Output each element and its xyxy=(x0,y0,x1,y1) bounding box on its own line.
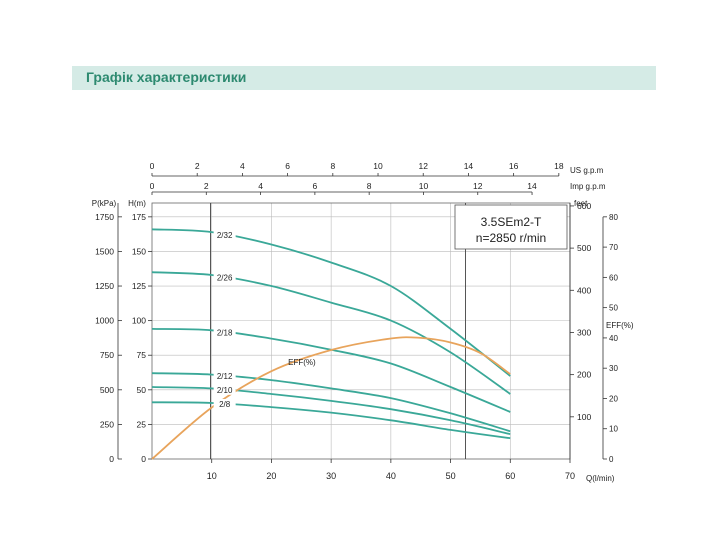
us-tick-label: 16 xyxy=(509,161,519,171)
p-tick-label: 1500 xyxy=(95,246,114,256)
curve-label-bg xyxy=(213,272,236,283)
imp-tick-label: 0 xyxy=(150,181,155,191)
imp-tick-label: 12 xyxy=(473,181,483,191)
eff-tick-label: 60 xyxy=(609,273,618,282)
p-tick-label: 1000 xyxy=(95,316,114,326)
h-tick-label: 150 xyxy=(132,246,146,256)
feet-tick-label: 100 xyxy=(577,412,591,422)
us-tick-label: 14 xyxy=(464,161,474,171)
us-tick-label: 6 xyxy=(285,161,290,171)
eff-tick-label: 0 xyxy=(609,455,614,464)
x-tick-label: 60 xyxy=(505,471,515,481)
x-axis-label: Q(l/min) xyxy=(586,474,615,483)
us-tick-label: 2 xyxy=(195,161,200,171)
curve-label-bg xyxy=(213,398,236,409)
eff-tick-label: 10 xyxy=(609,425,618,434)
h-tick-label: 100 xyxy=(132,316,146,326)
page-title: Графік характеристики xyxy=(86,69,247,85)
curve-label: 2/26 xyxy=(217,274,233,283)
head-curve-2-12 xyxy=(151,372,511,433)
feet-axis-label: feet xyxy=(574,199,588,208)
x-tick-label: 10 xyxy=(207,471,217,481)
curve-label: 2/18 xyxy=(217,328,233,337)
imp-axis-label: Imp g.p.m xyxy=(570,182,606,191)
p-tick-label: 0 xyxy=(109,454,114,464)
p-tick-label: 250 xyxy=(100,419,114,429)
eff-tick-label: 50 xyxy=(609,304,618,313)
us-tick-label: 10 xyxy=(373,161,383,171)
curve-label-bg xyxy=(213,327,236,338)
p-axis-label: P(kPa) xyxy=(92,199,117,208)
imp-tick-label: 14 xyxy=(527,181,537,191)
p-tick-label: 1250 xyxy=(95,281,114,291)
x-tick-label: 50 xyxy=(446,471,456,481)
imp-tick-label: 2 xyxy=(204,181,209,191)
curve-label-bg xyxy=(213,370,236,381)
chart-labels: 10 20 30 40 50 60 70 Q(l/min)025507510012515017… xyxy=(92,161,634,483)
header-banner: Графік характеристики xyxy=(72,66,656,90)
eff-tick-label: 70 xyxy=(609,243,618,252)
imp-tick-label: 8 xyxy=(367,181,372,191)
eff-axis-label: EFF(%) xyxy=(606,321,634,330)
h-tick-label: 50 xyxy=(137,385,147,395)
feet-tick-label: 200 xyxy=(577,370,591,380)
eff-tick-label: 40 xyxy=(609,334,618,343)
us-axis-label: US g.p.m xyxy=(570,166,604,175)
feet-tick-label: 600 xyxy=(577,201,591,211)
eff-tick-label: 80 xyxy=(609,213,618,222)
feet-tick-label: 500 xyxy=(577,243,591,253)
h-tick-label: 0 xyxy=(141,454,146,464)
curve-label-bg xyxy=(213,384,236,395)
curve-label-bg xyxy=(213,230,236,241)
us-tick-label: 8 xyxy=(330,161,335,171)
head-curve-2-8 xyxy=(151,401,511,440)
us-tick-label: 12 xyxy=(418,161,428,171)
model-label: 3.5SEm2-T xyxy=(481,215,542,229)
h-tick-label: 125 xyxy=(132,281,146,291)
us-tick-label: 18 xyxy=(554,161,564,171)
p-tick-label: 1750 xyxy=(95,212,114,222)
chart-axes xyxy=(117,173,607,463)
p-tick-label: 750 xyxy=(100,350,114,360)
curve-label: 2/32 xyxy=(217,231,233,240)
feet-tick-label: 300 xyxy=(577,327,591,337)
efficiency-curve-label: EFF(%) xyxy=(288,358,316,367)
head-curve-2-32 xyxy=(151,228,511,377)
x-tick-label: 40 xyxy=(386,471,396,481)
eff-tick-label: 20 xyxy=(609,394,618,403)
us-tick-label: 0 xyxy=(150,161,155,171)
eff-tick-label: 30 xyxy=(609,364,618,373)
speed-label: n=2850 r/min xyxy=(476,231,546,245)
curve-label: 2/10 xyxy=(217,386,233,395)
h-tick-label: 75 xyxy=(137,350,147,360)
x-tick-label: 70 xyxy=(565,471,575,481)
curve-label: 2/8 xyxy=(219,400,231,409)
curve-label: 2/12 xyxy=(217,372,233,381)
imp-tick-label: 6 xyxy=(313,181,318,191)
feet-tick-label: 400 xyxy=(577,285,591,295)
p-tick-label: 500 xyxy=(100,385,114,395)
model-info-box: 3.5SEm2-T n=2850 r/min xyxy=(454,204,568,250)
us-tick-label: 4 xyxy=(240,161,245,171)
h-tick-label: 25 xyxy=(137,419,147,429)
imp-tick-label: 10 xyxy=(419,181,429,191)
head-curve-2-26 xyxy=(151,271,511,395)
x-tick-label: 20 xyxy=(266,471,276,481)
head-curve-2-10 xyxy=(151,386,511,435)
h-axis-label: H(m) xyxy=(128,199,146,208)
x-tick-label: 30 xyxy=(326,471,336,481)
imp-tick-label: 4 xyxy=(258,181,263,191)
h-tick-label: 175 xyxy=(132,212,146,222)
